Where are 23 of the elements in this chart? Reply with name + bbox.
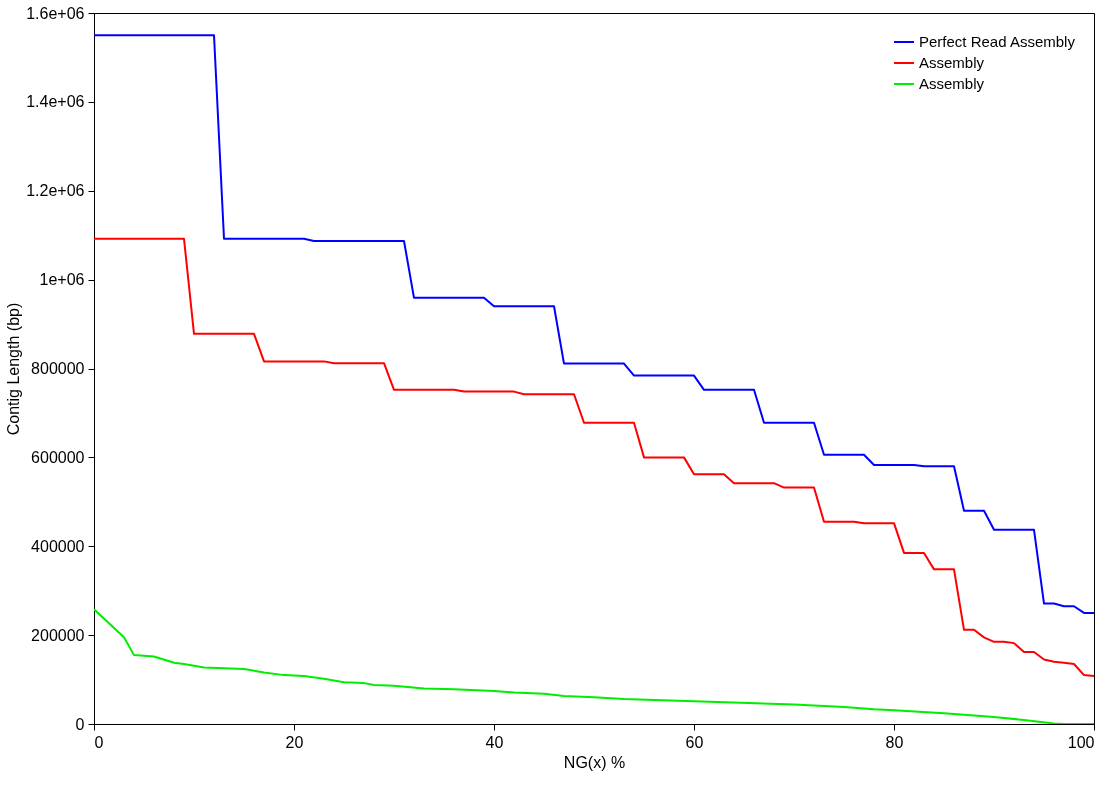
- x-axis-title: NG(x) %: [563, 753, 626, 771]
- x-tick-label: 20: [285, 733, 304, 751]
- legend-label: Perfect Read Assembly: [919, 33, 1076, 50]
- x-tick-label: 40: [485, 733, 504, 751]
- line-series: [94, 34, 1094, 614]
- x-tick-label: 100: [1067, 733, 1095, 751]
- y-tick-label: 600000: [31, 448, 85, 466]
- y-tick-label: 0: [75, 715, 85, 733]
- legend-label: Assembly: [919, 75, 985, 92]
- y-tick-label: 1.4e+06: [26, 93, 85, 111]
- y-axis-title: Contig Length (bp): [5, 302, 23, 436]
- y-tick-label: 800000: [31, 360, 85, 377]
- x-tick-label: 60: [685, 733, 704, 751]
- line-series: [94, 608, 1094, 724]
- y-tick-label: 1.6e+06: [26, 4, 85, 22]
- y-tick-label: 1e+06: [39, 271, 85, 289]
- y-tick-label: 400000: [31, 537, 85, 555]
- legend-label: Assembly: [919, 54, 985, 71]
- y-tick-label: 1.2e+06: [26, 182, 85, 200]
- x-tick-label: 80: [885, 733, 904, 751]
- x-tick-label: 0: [94, 733, 104, 751]
- line-series: [94, 237, 1094, 678]
- y-tick-label: 200000: [31, 626, 85, 644]
